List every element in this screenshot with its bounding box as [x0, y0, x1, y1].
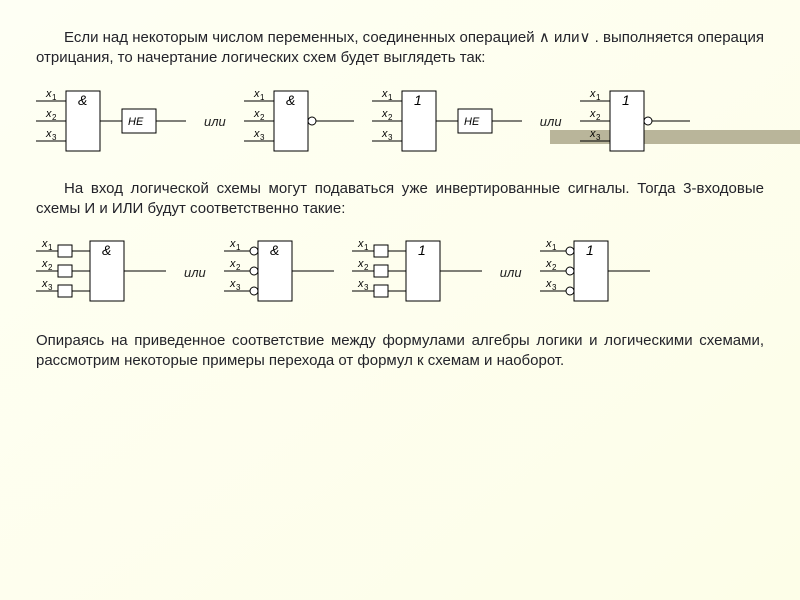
svg-text:1: 1	[622, 92, 630, 108]
schematic-and-not: x1 x2 x3 & НЕ	[36, 83, 186, 161]
svg-text:x: x	[357, 238, 364, 250]
svg-text:x: x	[381, 88, 388, 100]
or-word-2: или	[540, 114, 562, 129]
svg-text:x: x	[357, 258, 364, 270]
schematic-and-bubble-out: x1 x2 x3 &	[244, 83, 354, 161]
p1-b: или	[550, 29, 580, 46]
svg-text:2: 2	[48, 263, 53, 272]
svg-text:2: 2	[388, 113, 393, 122]
svg-text:1: 1	[236, 243, 241, 252]
svg-text:1: 1	[260, 93, 265, 102]
svg-text:x: x	[229, 278, 236, 290]
or-symbol: 1	[414, 92, 422, 108]
svg-text:1: 1	[596, 93, 601, 102]
svg-text:3: 3	[260, 133, 265, 142]
svg-text:3: 3	[364, 283, 369, 292]
paragraph-2: На вход логической схемы могут подаватьс…	[36, 179, 764, 220]
svg-text:x: x	[41, 258, 48, 270]
p1-a: Если над некоторым числом переменных, со…	[64, 29, 539, 46]
svg-text:x: x	[545, 238, 552, 250]
svg-text:1: 1	[418, 242, 426, 258]
svg-text:x: x	[41, 278, 48, 290]
svg-text:x: x	[589, 128, 596, 140]
svg-text:x: x	[253, 128, 260, 140]
schematic-and-inv-inputs-bubble: x1 x2 x3 &	[224, 233, 334, 311]
svg-text:1: 1	[48, 243, 53, 252]
svg-text:x: x	[41, 238, 48, 250]
svg-text:2: 2	[552, 263, 557, 272]
diagram-row-2: x1 x2 x3 & или x1 x2 x3 &	[36, 233, 764, 311]
schematic-or-bubble-out: x1 x2 x3 1	[580, 83, 690, 161]
svg-text:3: 3	[52, 133, 57, 142]
or-word-1: или	[204, 114, 226, 129]
svg-text:2: 2	[364, 263, 369, 272]
symbol-or: ∨	[580, 29, 591, 46]
svg-text:x: x	[381, 108, 388, 120]
svg-text:1: 1	[586, 242, 594, 258]
svg-text:1: 1	[52, 93, 57, 102]
paragraph-3: Опираясь на приведенное соответствие меж…	[36, 331, 764, 372]
svg-text:НЕ: НЕ	[464, 116, 480, 128]
svg-text:2: 2	[260, 113, 265, 122]
svg-text:1: 1	[552, 243, 557, 252]
svg-text:x: x	[381, 128, 388, 140]
svg-text:x: x	[45, 108, 52, 120]
svg-text:x: x	[229, 238, 236, 250]
svg-text:x: x	[253, 108, 260, 120]
svg-text:3: 3	[236, 283, 241, 292]
schematic-or-not: x1 x2 x3 1 НЕ	[372, 83, 522, 161]
and-symbol: &	[78, 92, 87, 108]
symbol-and: ∧	[539, 29, 550, 46]
svg-text:&: &	[270, 242, 279, 258]
svg-text:x: x	[545, 278, 552, 290]
svg-text:3: 3	[48, 283, 53, 292]
svg-text:x: x	[229, 258, 236, 270]
svg-text:x: x	[357, 278, 364, 290]
paragraph-1: Если над некоторым числом переменных, со…	[36, 28, 764, 69]
svg-text:&: &	[286, 92, 295, 108]
svg-text:1: 1	[388, 93, 393, 102]
slide-content: Если над некоторым числом переменных, со…	[0, 0, 800, 414]
svg-text:x: x	[45, 128, 52, 140]
svg-text:2: 2	[52, 113, 57, 122]
svg-text:&: &	[102, 242, 111, 258]
schematic-and-inv-inputs-box: x1 x2 x3 &	[36, 233, 166, 311]
svg-text:3: 3	[596, 133, 601, 142]
svg-text:2: 2	[596, 113, 601, 122]
svg-text:x: x	[253, 88, 260, 100]
svg-text:3: 3	[552, 283, 557, 292]
svg-text:x: x	[45, 88, 52, 100]
or-word-3: или	[184, 265, 206, 280]
svg-text:1: 1	[364, 243, 369, 252]
svg-text:2: 2	[236, 263, 241, 272]
schematic-or-inv-inputs-box: x1 x2 x3 1	[352, 233, 482, 311]
svg-text:x: x	[589, 88, 596, 100]
svg-text:x: x	[589, 108, 596, 120]
schematic-or-inv-inputs-bubble: x1 x2 x3 1	[540, 233, 650, 311]
svg-text:3: 3	[388, 133, 393, 142]
svg-text:x: x	[545, 258, 552, 270]
diagram-row-1: x1 x2 x3 & НЕ или x1 x2 x3 &	[36, 83, 764, 161]
or-word-4: или	[500, 265, 522, 280]
not-label: НЕ	[128, 116, 144, 128]
